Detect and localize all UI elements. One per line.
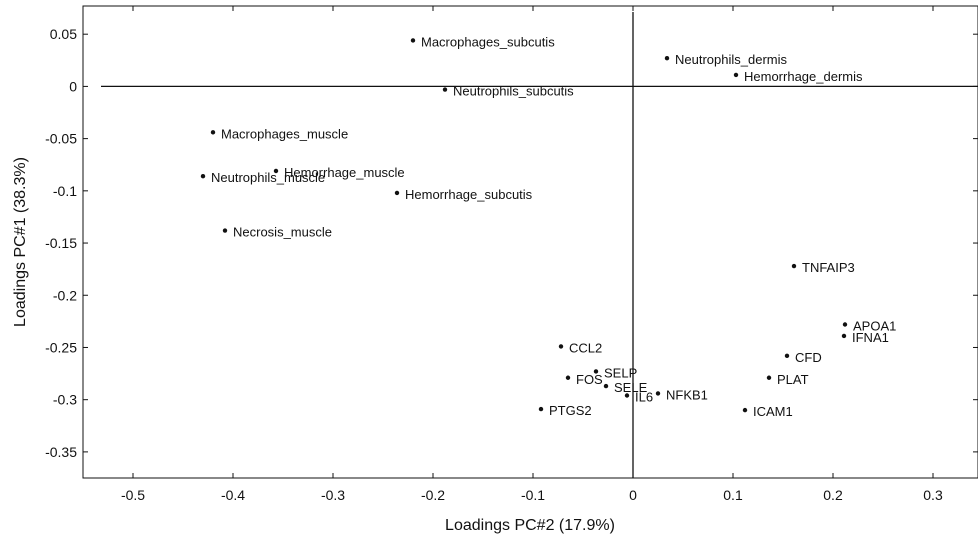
point-ccl2 bbox=[558, 344, 564, 349]
point-label-ccl2: CCL2 bbox=[569, 340, 602, 355]
point-label-il6: IL6 bbox=[635, 390, 653, 405]
point-label-cfd: CFD bbox=[795, 350, 822, 365]
y-tick-label: -0.05 bbox=[45, 131, 77, 147]
point-sele bbox=[603, 383, 609, 389]
x-axis-ticks: -0.5 -0.4 -0.3 -0.2 -0.1 0 0.1 0.2 0.3 bbox=[121, 6, 943, 503]
point-label-plat: PLAT bbox=[777, 372, 809, 387]
x-tick-label: -0.2 bbox=[421, 487, 445, 503]
point-label-ptgs2: PTGS2 bbox=[549, 403, 592, 418]
point-apoa1 bbox=[842, 322, 848, 327]
point-hemorrhage-subcutis bbox=[394, 190, 400, 196]
x-tick-label: 0.3 bbox=[923, 487, 943, 503]
x-tick-label: -0.1 bbox=[521, 487, 545, 503]
x-tick-label: -0.5 bbox=[121, 487, 145, 503]
point-nfkb1 bbox=[655, 391, 661, 396]
point-label-fos: FOS bbox=[576, 372, 603, 387]
point-necrosis-muscle bbox=[222, 228, 228, 233]
point-label-macrophages-subcutis: Macrophages_subcutis bbox=[421, 34, 555, 49]
zero-lines bbox=[101, 12, 978, 478]
y-tick-label: -0.35 bbox=[45, 444, 77, 460]
point-label-apoa1: APOA1 bbox=[853, 318, 896, 333]
point-ifna1 bbox=[841, 333, 847, 339]
data-points: Macrophages_subcutis Neutrophils_dermis He… bbox=[200, 34, 896, 419]
point-macrophages-subcutis bbox=[410, 38, 416, 43]
point-neutrophils-dermis bbox=[664, 56, 670, 61]
point-tnfaip3 bbox=[791, 263, 797, 269]
point-fos bbox=[565, 375, 571, 380]
plot-frame bbox=[82, 5, 978, 479]
y-tick-label: -0.15 bbox=[45, 235, 77, 251]
point-label-hemorrhage-dermis: Hemorrhage_dermis bbox=[744, 69, 863, 84]
point-cfd bbox=[784, 353, 790, 359]
y-tick-label: -0.2 bbox=[53, 287, 77, 303]
point-selp bbox=[593, 369, 599, 374]
y-tick-label: -0.3 bbox=[53, 392, 77, 408]
point-label-ifna1: IFNA1 bbox=[852, 330, 889, 345]
point-label-hemorrhage-muscle: Hemorrhage_muscle bbox=[284, 165, 405, 180]
y-tick-label: 0 bbox=[69, 78, 77, 94]
point-label-icam1: ICAM1 bbox=[753, 404, 793, 419]
x-tick-label: 0.1 bbox=[723, 487, 743, 503]
point-label-hemorrhage-subcutis: Hemorrhage_subcutis bbox=[405, 187, 533, 202]
point-hemorrhage-dermis bbox=[733, 72, 739, 78]
y-tick-label: -0.25 bbox=[45, 339, 77, 355]
point-neutrophils-muscle bbox=[200, 174, 206, 179]
x-tick-label: -0.4 bbox=[221, 487, 245, 503]
y-tick-label: -0.1 bbox=[53, 183, 77, 199]
point-label-neutrophils-subcutis: Neutrophils_subcutis bbox=[453, 84, 574, 99]
point-neutrophils-subcutis bbox=[442, 87, 448, 92]
point-macrophages-muscle bbox=[210, 130, 216, 135]
y-axis-ticks: 0.05 0 -0.05 -0.1 -0.15 -0.2 -0.25 -0.3 -0.35 bbox=[45, 26, 978, 460]
x-tick-label: 0.2 bbox=[823, 487, 843, 503]
x-axis-title: Loadings PC#2 (17.9%) bbox=[445, 517, 615, 534]
point-label-tnfaip3: TNFAIP3 bbox=[802, 260, 855, 275]
x-tick-label: 0 bbox=[629, 487, 637, 503]
point-label-selp: SELP bbox=[604, 365, 637, 380]
y-tick-label: 0.05 bbox=[50, 26, 77, 42]
point-ptgs2 bbox=[538, 406, 544, 412]
point-label-nfkb1: NFKB1 bbox=[666, 387, 708, 402]
point-label-neutrophils-muscle: Neutrophils_muscle bbox=[211, 170, 325, 185]
point-label-neutrophils-dermis: Neutrophils_dermis bbox=[675, 52, 787, 67]
point-icam1 bbox=[742, 407, 748, 413]
point-il6 bbox=[624, 393, 630, 398]
point-hemorrhage-muscle bbox=[273, 168, 279, 174]
y-axis-title: Loadings PC#1 (38.3%) bbox=[12, 157, 29, 327]
point-label-necrosis-muscle: Necrosis_muscle bbox=[233, 225, 332, 240]
point-plat bbox=[766, 375, 772, 380]
point-label-macrophages-muscle: Macrophages_muscle bbox=[221, 126, 348, 141]
x-tick-label: -0.3 bbox=[321, 487, 345, 503]
point-label-sele: SELE bbox=[614, 380, 648, 395]
